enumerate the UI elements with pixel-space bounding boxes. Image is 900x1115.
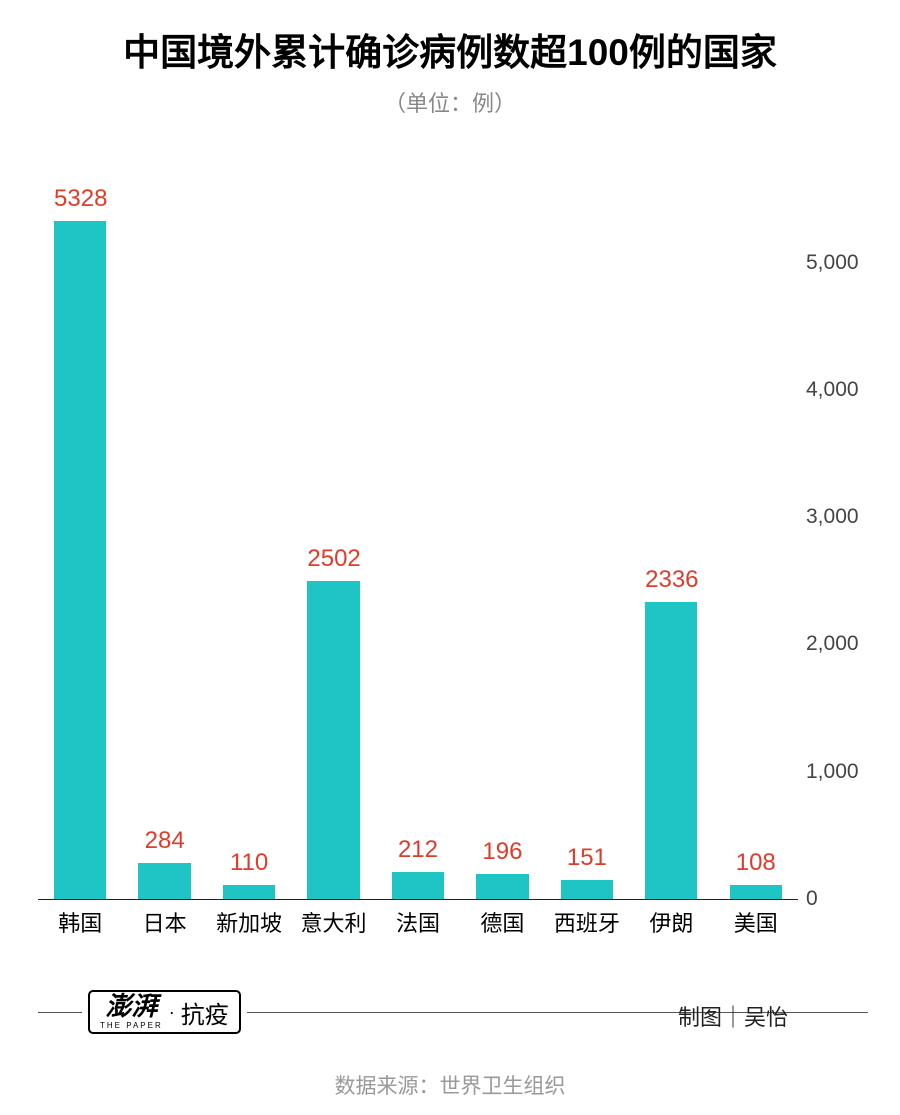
xtick-label: 德国 <box>460 906 544 938</box>
ytick-label: 2,000 <box>806 632 868 656</box>
badge-brand: 澎湃 <box>105 994 157 1020</box>
bar-value-label: 108 <box>730 849 782 877</box>
ytick-label: 4,000 <box>806 378 868 402</box>
ytick-label: 0 <box>806 887 868 911</box>
footer: 澎湃 THE PAPER · 抗疫 制图｜吴怡 <box>38 990 868 1040</box>
xtick-label: 伊朗 <box>629 906 713 938</box>
source-badge: 澎湃 THE PAPER · 抗疫 <box>88 990 241 1034</box>
chart-subtitle: （单位：例） <box>0 86 900 118</box>
badge-right: 抗疫 <box>181 995 229 1030</box>
bar-value-label: 151 <box>561 844 613 872</box>
xtick-label: 美国 <box>714 906 798 938</box>
bar-value-label: 212 <box>392 836 444 864</box>
bar: 2336 <box>645 602 697 899</box>
xtick-label: 意大利 <box>291 906 375 938</box>
data-source: 数据来源：世界卫生组织 <box>0 1070 900 1100</box>
bar: 110 <box>223 885 275 899</box>
ytick-label: 5,000 <box>806 251 868 275</box>
ytick-label: 3,000 <box>806 505 868 529</box>
xtick-label: 西班牙 <box>545 906 629 938</box>
bar-value-label: 196 <box>476 838 528 866</box>
chart-area: 0 1,000 2,000 3,000 4,000 5,000 5328 284 110 2502… <box>38 200 868 940</box>
bar: 212 <box>392 872 444 899</box>
bar-value-label: 284 <box>138 827 190 855</box>
footer-line-left <box>38 1012 82 1013</box>
xtick-label: 法国 <box>376 906 460 938</box>
xtick-label: 日本 <box>122 906 206 938</box>
bar: 108 <box>730 885 782 899</box>
credit: 制图｜吴怡 <box>678 1000 788 1032</box>
badge-dot: · <box>167 1002 177 1023</box>
bar-value-label: 2336 <box>645 566 697 594</box>
xtick-label: 韩国 <box>38 906 122 938</box>
bar-value-label: 110 <box>223 849 275 877</box>
bar: 284 <box>138 863 190 899</box>
bar-value-label: 2502 <box>307 545 359 573</box>
xtick-label: 新加坡 <box>207 906 291 938</box>
bar: 151 <box>561 880 613 899</box>
chart-title: 中国境外累计确诊病例数超100例的国家 <box>0 0 900 76</box>
plot-area: 01,0002,0003,0004,0005,00053282841102502… <box>38 200 798 900</box>
bar: 5328 <box>54 221 106 899</box>
badge-sub: THE PAPER <box>100 1022 163 1030</box>
bar: 2502 <box>307 581 359 899</box>
ytick-label: 1,000 <box>806 760 868 784</box>
bar-value-label: 5328 <box>54 185 106 213</box>
bar: 196 <box>476 874 528 899</box>
